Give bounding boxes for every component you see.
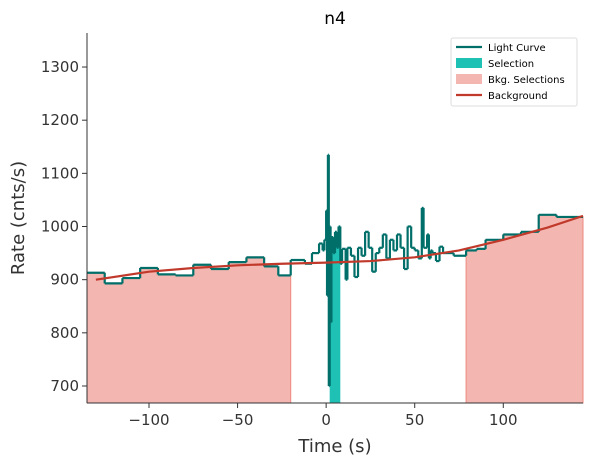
legend-patch: [456, 74, 482, 84]
x-tick-label: −100: [128, 411, 169, 429]
legend-label: Bkg. Selections: [488, 75, 565, 86]
legend-box: [450, 37, 578, 107]
legend-patch: [456, 58, 482, 68]
x-tick-label: 50: [405, 411, 424, 429]
x-axis-label: Time (s): [297, 436, 371, 457]
y-tick-label: 700: [50, 377, 79, 395]
x-tick-label: 100: [489, 411, 518, 429]
region: [465, 214, 584, 404]
background-line: [95, 214, 584, 281]
legend-label: Selection: [488, 59, 534, 70]
y-tick-label: 1300: [41, 58, 79, 76]
y-axis-label: Rate (cnts/s): [8, 161, 29, 275]
x-tick-label: 0: [321, 411, 331, 429]
y-tick-label: 1200: [41, 111, 79, 129]
x-tick-label: −50: [222, 411, 254, 429]
y-tick-label: 1000: [41, 218, 79, 236]
region: [86, 256, 292, 404]
y-tick-label: 800: [50, 324, 79, 342]
legend-label: Background: [488, 91, 548, 102]
legend-label: Light Curve: [488, 43, 546, 54]
y-tick-label: 900: [50, 271, 79, 289]
y-tick-label: 1100: [41, 164, 79, 182]
chart-title: n4: [324, 9, 346, 29]
